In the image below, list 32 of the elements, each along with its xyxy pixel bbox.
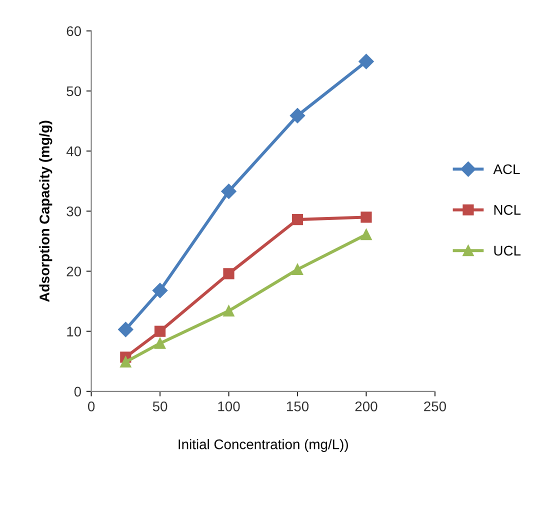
point [118, 322, 134, 338]
y-tick-label: 40 [66, 146, 82, 156]
point [360, 229, 372, 240]
point [120, 356, 132, 368]
x-tick-label: 200 [355, 401, 378, 412]
point [152, 282, 168, 298]
x-tick-label: 150 [286, 401, 309, 412]
x-tick-label: 50 [152, 401, 168, 412]
point [154, 338, 166, 349]
point [358, 54, 374, 70]
y-tick-label: 20 [66, 266, 82, 276]
point [292, 214, 304, 226]
point [292, 264, 304, 275]
x-tick-label: 0 [88, 401, 95, 412]
y-tick-label: 10 [67, 326, 82, 336]
y-tick-label: 0 [74, 386, 82, 397]
legend-label: ACL [493, 164, 520, 174]
y-tick-label: 50 [66, 86, 82, 96]
legend-label: UCL [494, 246, 521, 256]
point [221, 184, 236, 199]
x-tick-label: 250 [424, 401, 446, 412]
y-tick-label: 30 [66, 206, 82, 216]
y-tick-label: 60 [66, 26, 82, 36]
point [360, 212, 372, 223]
legend-label: NCL [494, 205, 521, 215]
point [223, 268, 234, 280]
x-tick-label: 100 [218, 401, 240, 412]
x-axis-title: Initial Concentration (mg/L)) [178, 439, 348, 452]
point [290, 108, 306, 124]
point [154, 326, 166, 337]
y-axis-title: Adsorption Capacity (mg/g) [39, 120, 52, 302]
point [223, 305, 234, 316]
